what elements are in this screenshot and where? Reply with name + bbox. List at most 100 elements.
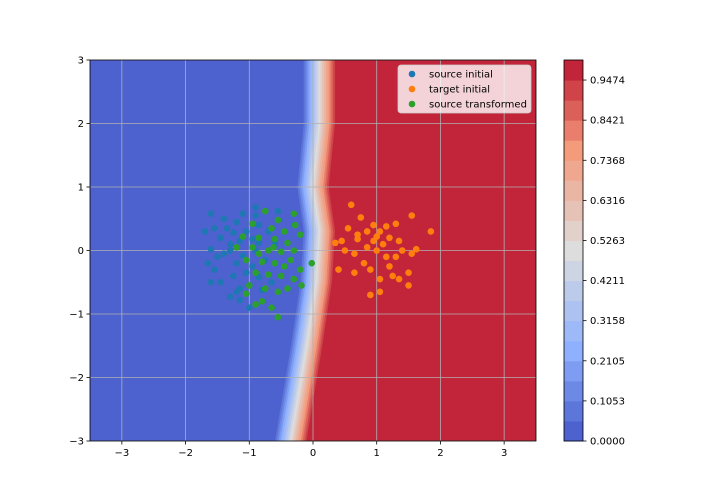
scatter-point-series-0	[204, 259, 212, 267]
scatter-point-series-1	[386, 263, 393, 270]
colorbar-level-4	[564, 340, 583, 362]
scatter-point-series-1	[395, 237, 403, 245]
scatter-point-series-1	[347, 201, 355, 209]
x-tick-label: −1	[242, 448, 257, 459]
colorbar-tick-label: 0.3158	[590, 316, 625, 327]
colorbar-level-0	[564, 420, 583, 442]
x-tick-label: 3	[501, 448, 507, 459]
y-tick-label: 3	[78, 56, 84, 67]
scatter-point-series-2	[258, 258, 266, 266]
scatter-point-series-1	[344, 224, 352, 232]
scatter-point-series-0	[214, 253, 221, 261]
scatter-point-series-0	[210, 266, 218, 273]
scatter-point-series-0	[233, 288, 240, 296]
x-tick-label: −3	[114, 448, 129, 459]
legend-marker	[408, 85, 416, 93]
scatter-point-series-0	[252, 212, 259, 219]
colorbar-level-17	[564, 80, 583, 101]
scatter-point-series-0	[207, 210, 215, 217]
legend-marker	[408, 70, 416, 78]
scatter-point-series-2	[270, 244, 277, 251]
scatter-point-series-2	[290, 210, 298, 217]
scatter-point-series-0	[249, 263, 256, 270]
scatter-point-series-1	[338, 237, 345, 245]
scatter-point-series-2	[277, 248, 285, 256]
scatter-point-series-1	[379, 240, 387, 248]
scatter-point-series-0	[220, 250, 228, 257]
scatter-point-series-2	[277, 272, 285, 280]
scatter-point-series-1	[351, 250, 358, 257]
scatter-point-series-1	[376, 288, 384, 296]
legend-label: source transformed	[429, 100, 527, 111]
scatter-point-series-0	[226, 240, 234, 248]
scatter-point-series-1	[363, 228, 371, 235]
scatter-point-series-1	[335, 266, 342, 273]
y-tick-label: −2	[69, 373, 84, 384]
scatter-point-series-2	[249, 244, 256, 251]
scatter-point-series-0	[268, 278, 275, 286]
scatter-point-series-0	[230, 272, 237, 280]
scatter-point-series-1	[357, 214, 365, 221]
scatter-point-series-0	[245, 304, 253, 311]
plot-area	[90, 60, 536, 441]
scatter-point-series-2	[261, 285, 269, 292]
scatter-point-series-1	[370, 221, 377, 229]
scatter-point-series-2	[284, 285, 291, 292]
colorbar-frame	[563, 59, 584, 442]
scatter-point-series-2	[268, 304, 275, 311]
scatter-point-series-2	[298, 282, 305, 289]
x-tick-label: 0	[310, 448, 316, 459]
scatter-point-series-2	[255, 234, 263, 242]
scatter-point-series-0	[201, 228, 208, 235]
y-tick-label: 0	[78, 246, 84, 257]
legend-label: source initial	[429, 70, 493, 81]
scatter-point-series-0	[226, 293, 234, 301]
legend-marker	[408, 100, 416, 108]
colorbar-level-3	[564, 360, 583, 382]
scatter-point-series-2	[281, 228, 288, 235]
colorbar-level-2	[564, 380, 583, 402]
scatter-point-series-2	[271, 259, 279, 267]
colorbar: 0.0000 0.1053 0.2105 0.3158 0.4211 0.5263 0.63…	[563, 59, 625, 448]
scatter-point-series-0	[217, 278, 224, 286]
scatter-point-series-1	[395, 275, 403, 283]
scatter-point-series-2	[249, 220, 256, 228]
scatter-point-series-1	[360, 259, 368, 267]
scatter-point-series-0	[249, 235, 256, 243]
scatter-point-series-0	[236, 296, 244, 304]
scatter-point-series-2	[245, 282, 253, 289]
scatter-point-series-0	[255, 239, 263, 247]
colorbar-tick-label: 0.5263	[590, 236, 625, 247]
colorbar-tick-label: 0.8421	[590, 116, 625, 127]
grid-lines	[90, 60, 536, 441]
scatter-point-series-2	[252, 301, 259, 308]
scatter-point-series-1	[354, 231, 361, 238]
scatter-point-series-1	[367, 291, 374, 299]
scatter-point-series-2	[258, 298, 266, 305]
scatter-point-series-2	[308, 259, 316, 267]
colorbar-level-7	[564, 280, 583, 302]
legend-box	[397, 64, 532, 114]
scatter-point-series-2	[274, 288, 282, 296]
scatter-point-series-2	[261, 207, 269, 215]
scatter-point-series-2	[252, 269, 259, 277]
scatter-point-series-2	[265, 271, 272, 278]
scatter-point-series-0	[233, 218, 240, 226]
scatter-point-series-0	[210, 224, 218, 232]
legend: source initial target initial source trans…	[397, 64, 532, 114]
scatter-point-series-0	[239, 210, 247, 217]
scatter-point-series-1	[373, 233, 381, 240]
scatter-point-series-1	[389, 272, 396, 280]
scatter-point-series-1	[408, 212, 416, 219]
scatter-point-series-1	[427, 228, 435, 235]
decision-contour	[90, 60, 536, 441]
scatter-point-series-0	[220, 215, 228, 223]
y-axis: −3 −2 −1 0 1 2 3	[69, 56, 90, 448]
scatter-point-series-0	[233, 259, 240, 267]
x-axis: −3 −2 −1 0 1 2 3	[114, 441, 507, 459]
scatter-point-series-0	[207, 278, 215, 286]
y-tick-label: 1	[78, 183, 84, 194]
scatter-point-series-2	[274, 313, 282, 321]
scatter-point-series-1	[382, 223, 390, 230]
